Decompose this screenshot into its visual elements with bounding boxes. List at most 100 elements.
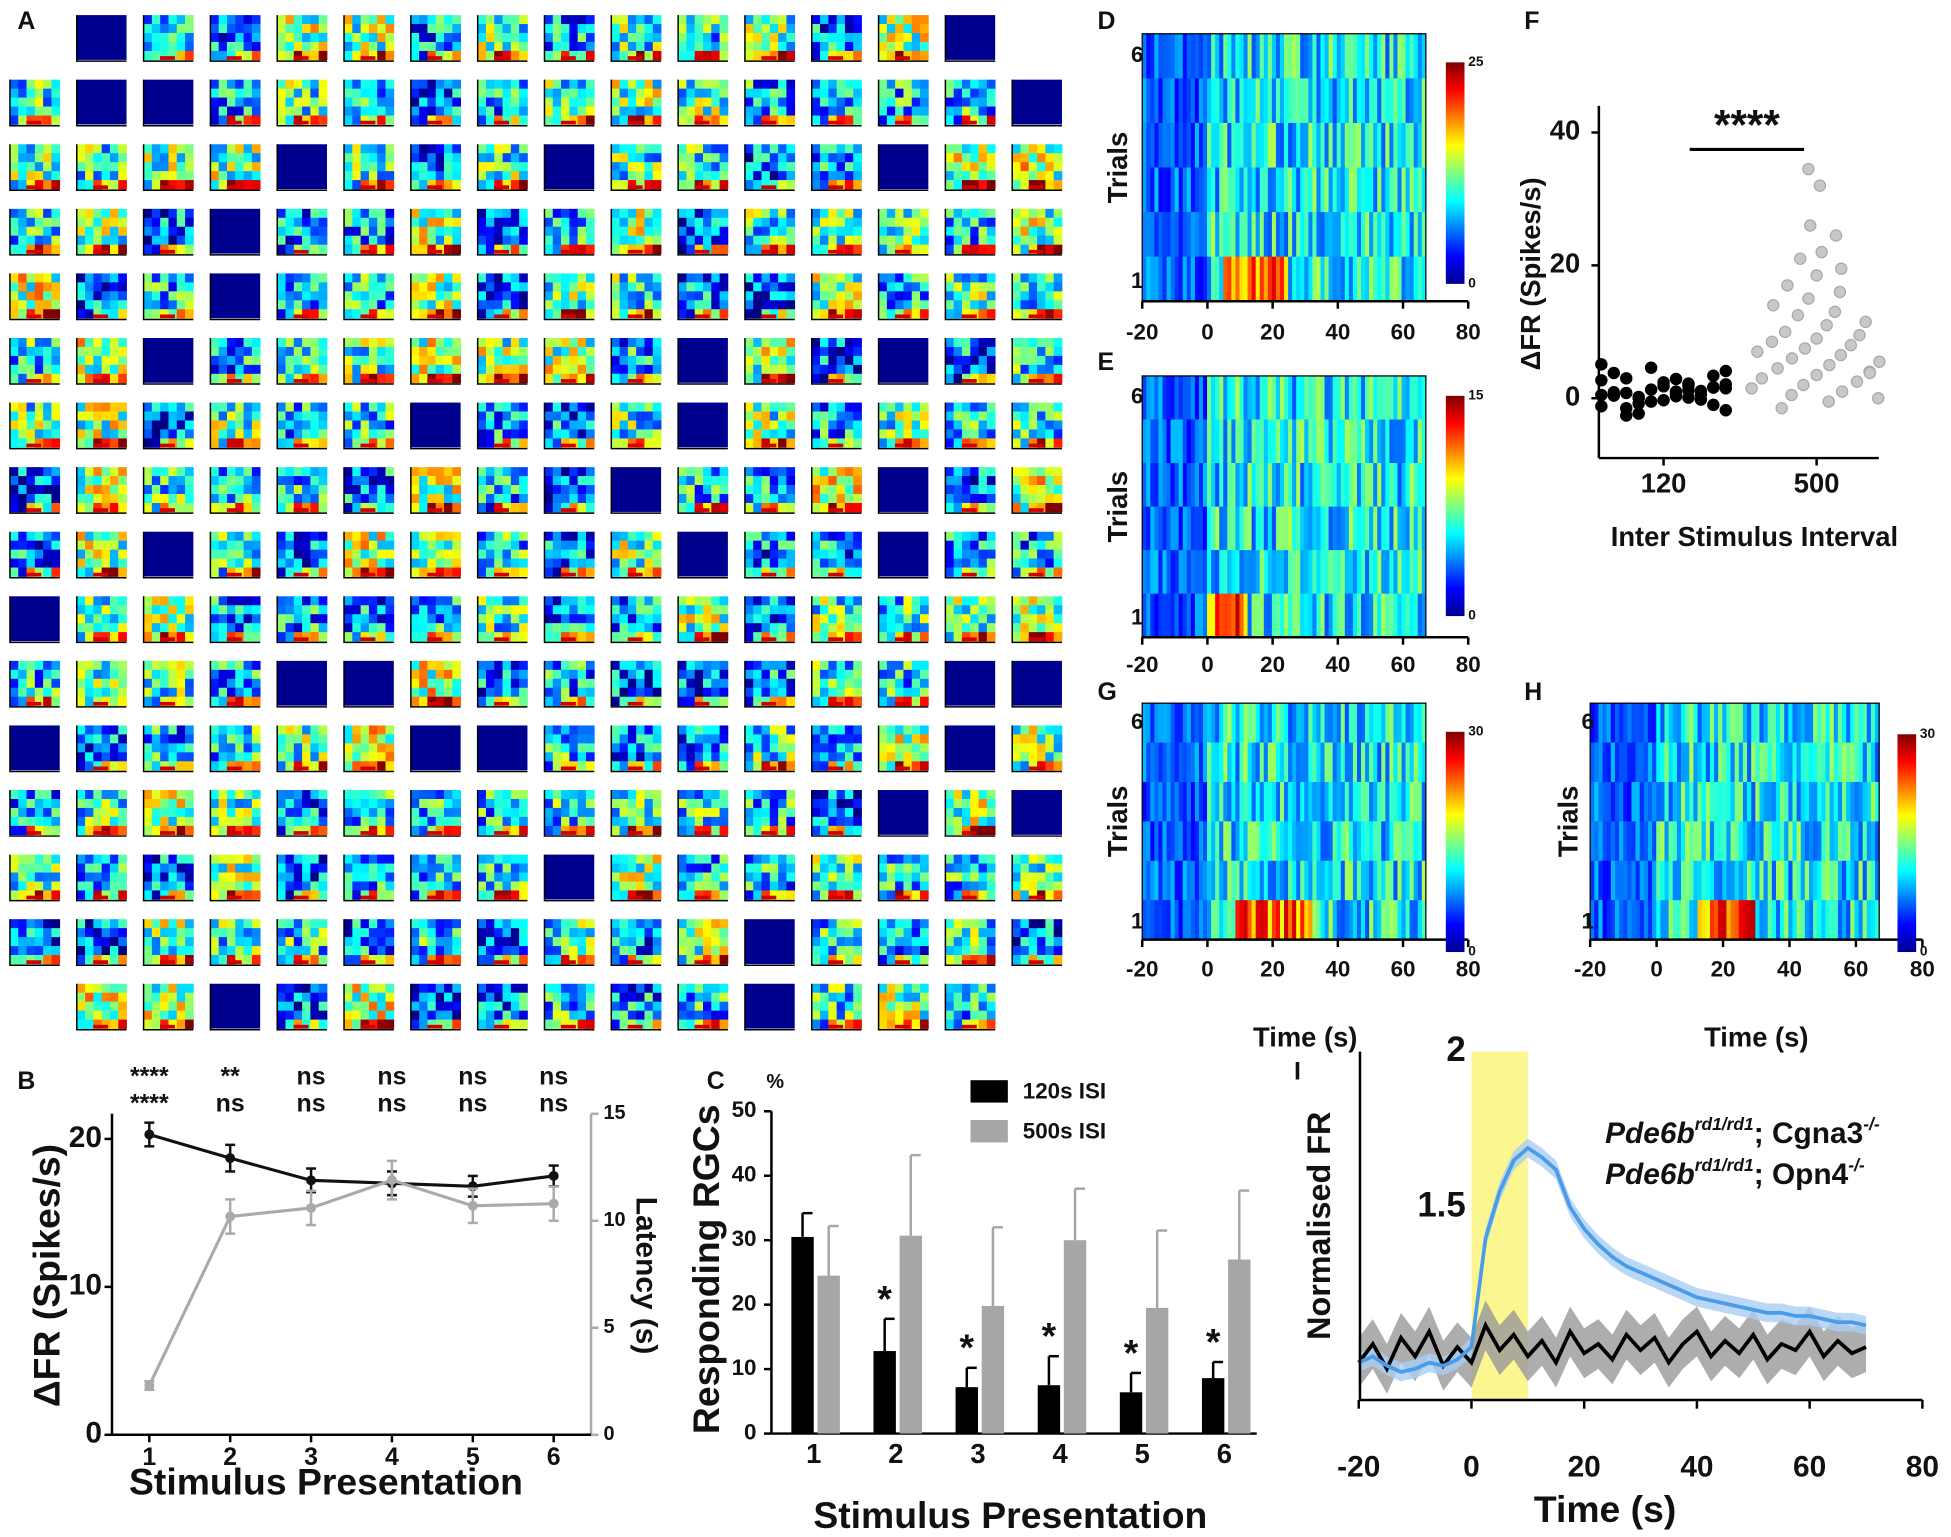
tile-cell [160, 696, 169, 707]
tile-cell [886, 605, 896, 615]
tile-cell [686, 660, 696, 671]
tile-cell [644, 660, 654, 671]
tile-cell [151, 696, 161, 707]
tile-cell [619, 217, 629, 228]
tile-cell [485, 162, 495, 172]
tile-cell [452, 217, 461, 228]
tile-cell [18, 364, 27, 375]
tile-cell [352, 144, 362, 154]
tile-cell [377, 420, 386, 430]
tile-cell [143, 300, 153, 310]
tile-cell [235, 531, 244, 542]
tile-axis [877, 531, 929, 579]
tile-cell [1020, 623, 1030, 633]
tile-cell [226, 373, 236, 384]
tile-cell [761, 558, 771, 568]
tile-cell [652, 106, 662, 116]
tile-cell [1020, 373, 1030, 384]
tile-cell [352, 596, 362, 606]
tile-cell [761, 106, 771, 116]
tile-cell [51, 309, 61, 319]
tile-cell [285, 50, 295, 61]
tile-cell [243, 88, 253, 98]
tile-cell [778, 50, 787, 61]
tile-cell [519, 502, 528, 513]
tile-cell [886, 300, 896, 310]
tile-cell [218, 660, 228, 671]
tile-cell [76, 567, 86, 577]
tile-cell [519, 632, 528, 642]
tile-cell [569, 41, 579, 52]
tile-cell [644, 355, 654, 366]
tile-cell [427, 605, 437, 615]
tile-cell [185, 614, 194, 624]
tile-cell [218, 346, 228, 357]
tile-stim [961, 314, 977, 319]
tile-cell [34, 180, 44, 190]
tile-cell [753, 660, 762, 671]
tile-cell [903, 614, 913, 624]
tile-cell [218, 531, 228, 542]
tile-cell [318, 235, 328, 246]
tile-cell [1020, 402, 1030, 412]
tile-cell [544, 696, 554, 707]
tile-axis [744, 660, 795, 708]
tile-cell [109, 567, 119, 577]
tile-cell [786, 632, 796, 642]
tile-cell [644, 97, 654, 107]
tile-cell [544, 420, 554, 430]
tile-cell [368, 567, 378, 577]
tile-cell [561, 106, 570, 116]
tile-cell [577, 106, 587, 116]
tile-cell [519, 696, 528, 707]
tile-cell [101, 476, 111, 486]
tile-cell [210, 364, 220, 375]
tile-cell [1045, 540, 1055, 551]
tile-cell [160, 226, 169, 237]
tile-cell [844, 171, 854, 181]
tile-cell [143, 235, 153, 246]
tile-cell [385, 106, 395, 116]
tile-cell [277, 97, 286, 107]
tile-cell [619, 346, 629, 357]
tile-cell [853, 687, 862, 698]
tile-cell [93, 678, 103, 689]
tile-cell [986, 244, 996, 254]
tile-cell [419, 540, 428, 551]
tile-cell [619, 531, 629, 542]
tile-cell [502, 558, 512, 568]
tile-cell [811, 115, 821, 125]
tile-cell [828, 88, 838, 98]
tile-cell [444, 50, 453, 61]
tile-cell [569, 531, 579, 542]
tile-cell [444, 79, 453, 90]
tile-cell [895, 291, 904, 301]
tile-cell [510, 558, 520, 568]
tile-cell [452, 41, 461, 52]
tile-cell [519, 273, 528, 283]
tile-cell [285, 558, 295, 568]
tile-cell [836, 596, 846, 606]
tile-cell [510, 632, 520, 642]
tile-cell [85, 467, 94, 477]
tile-cell [310, 420, 320, 430]
tile-cell [160, 438, 169, 448]
tile-cell [1028, 596, 1038, 606]
tile-axis [142, 79, 194, 127]
tile-cell [109, 180, 119, 190]
tile-cell [544, 476, 554, 486]
tile-cell [1053, 420, 1063, 430]
tile-cell [703, 24, 712, 34]
tile-cell [561, 41, 570, 52]
tile-cell [76, 180, 86, 190]
raster-tile [9, 660, 61, 708]
tile-cell [903, 309, 913, 319]
tile-cell [377, 531, 386, 542]
tile-cell [970, 217, 979, 228]
tile-axis [944, 531, 996, 579]
raster-tile [610, 337, 662, 385]
tile-cell [786, 337, 796, 348]
tile-cell [310, 291, 320, 301]
tile-cell [444, 171, 453, 181]
tile-cell [93, 687, 103, 698]
